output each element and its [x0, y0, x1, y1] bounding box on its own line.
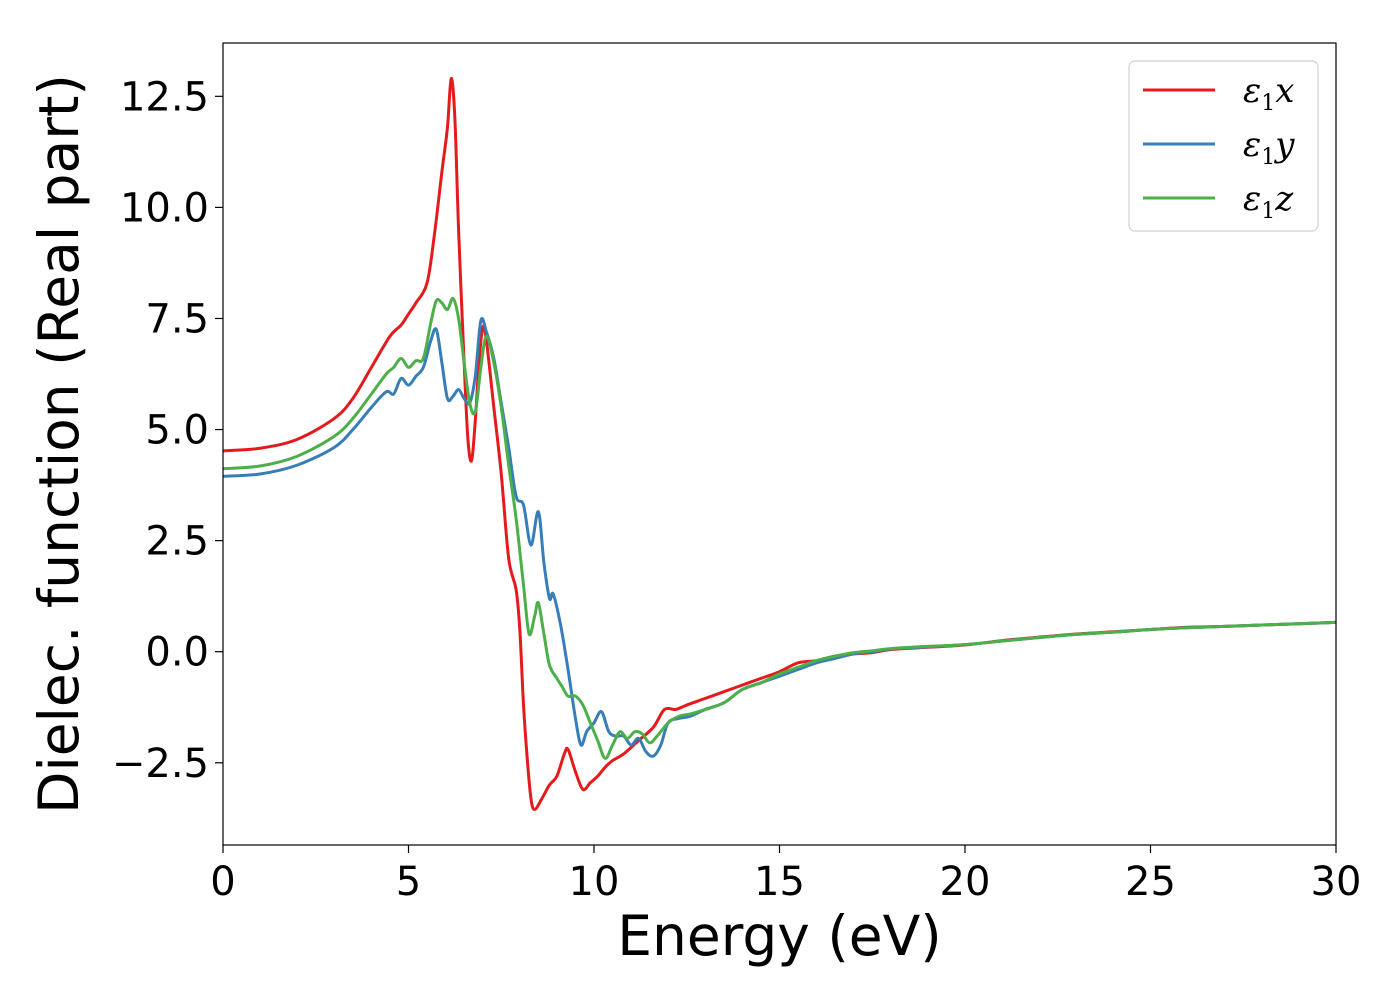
x-tick-label: 25 [1125, 859, 1176, 905]
series-line-y [223, 316, 1336, 758]
x-tick-label: 0 [210, 859, 235, 905]
legend-entry: ε1x [1243, 71, 1294, 116]
y-tick-label: 7.5 [145, 296, 209, 342]
y-tick-label: 10.0 [120, 185, 209, 231]
x-axis: 0 5 10 15 20 25 30 [210, 845, 1361, 905]
y-tick-label: 5.0 [145, 408, 209, 454]
y-tick-label: 2.5 [145, 519, 209, 565]
legend: ε1x ε1y ε1z [1128, 60, 1319, 232]
series-line-z [223, 296, 1336, 760]
x-tick-label: 20 [940, 859, 991, 905]
x-tick-label: 30 [1311, 859, 1362, 905]
y-tick-label: 0.0 [145, 630, 209, 676]
x-axis-label: Energy (eV) [617, 904, 941, 968]
plot-lines [223, 77, 1336, 811]
y-axis-label: Dielec. function (Real part) [27, 74, 91, 814]
x-tick-label: 15 [754, 859, 805, 905]
x-tick-label: 5 [396, 859, 421, 905]
y-tick-label: 12.5 [120, 74, 209, 120]
y-tick-label: −2.5 [112, 741, 209, 787]
legend-entry: ε1y [1243, 125, 1295, 170]
x-tick-label: 10 [569, 859, 620, 905]
legend-box [1128, 60, 1319, 232]
legend-entry: ε1z [1243, 179, 1294, 224]
y-axis: −2.5 0.0 2.5 5.0 7.5 10.0 12.5 [112, 74, 223, 787]
